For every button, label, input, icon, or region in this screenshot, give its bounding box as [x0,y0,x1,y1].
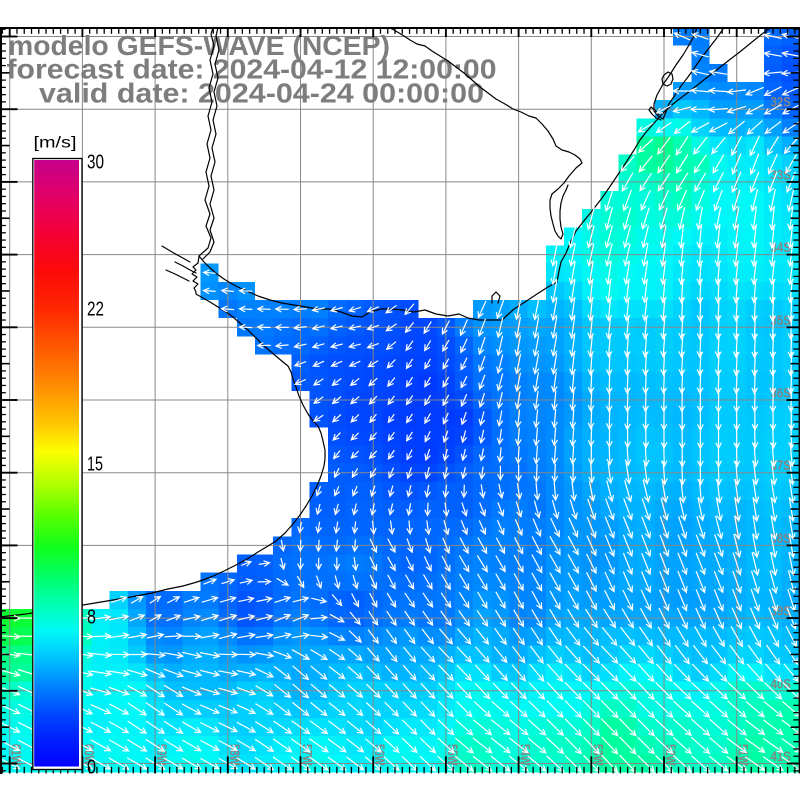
svg-text:56W: 56W [372,744,387,766]
svg-text:[m/s]: [m/s] [34,135,77,152]
svg-text:60W: 60W [81,744,96,766]
svg-text:0: 0 [87,756,96,779]
svg-text:30: 30 [87,151,104,174]
svg-text:59W: 59W [154,744,169,766]
svg-text:61W: 61W [9,744,24,766]
svg-text:40S: 40S [771,676,792,691]
svg-text:forecast date: 2024-04-12 12:0: forecast date: 2024-04-12 12:00:00 [7,54,497,85]
svg-text:32S: 32S [771,95,792,110]
svg-text:valid date: 2024-04-24 00:00:0: valid date: 2024-04-24 00:00:00 [39,78,484,109]
svg-text:34S: 34S [771,240,792,255]
svg-text:modelo GEFS-WAVE (NCEP): modelo GEFS-WAVE (NCEP) [8,30,390,61]
svg-text:55W: 55W [445,744,460,766]
svg-text:54W: 54W [518,744,533,766]
svg-text:38S: 38S [771,531,792,546]
svg-text:8: 8 [87,606,96,629]
svg-text:57W: 57W [300,744,315,766]
svg-text:22: 22 [87,298,104,321]
svg-text:53W: 53W [590,744,605,766]
svg-text:52W: 52W [663,744,678,766]
svg-text:15: 15 [87,453,103,476]
svg-text:51W: 51W [736,744,751,766]
svg-text:58W: 58W [227,744,242,766]
